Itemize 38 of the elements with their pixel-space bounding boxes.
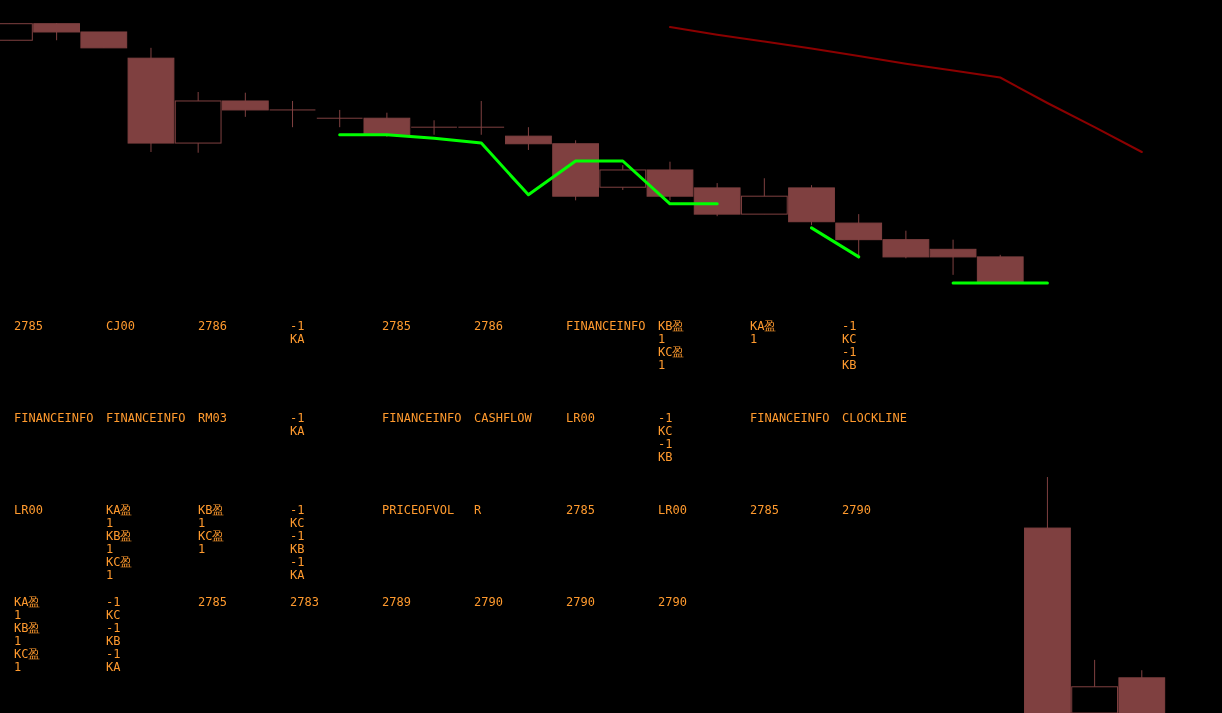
annotation: 2785 (566, 503, 595, 517)
annotation: 2785 (198, 595, 227, 609)
annotation: 2785 (382, 319, 411, 333)
annotation: 2783 (290, 595, 319, 609)
annotation: 2790 (474, 595, 503, 609)
annotation: CLOCKLINE (842, 411, 908, 425)
annotation: LR00 (658, 503, 687, 517)
annotation: PRICEOFVOL (382, 503, 455, 517)
annotation: -1 KC -1 KB (842, 319, 857, 372)
annotation: FINANCEINFO (566, 319, 646, 333)
annotation: 2785 (14, 319, 43, 333)
annotation: KB盈 1 KC盈 1 (658, 319, 685, 372)
annotation: 2785 (750, 503, 779, 517)
annotation: FINANCEINFO (106, 411, 186, 425)
annotation: FINANCEINFO (382, 411, 462, 425)
annotation: RM03 (198, 411, 227, 425)
annotation: 2790 (842, 503, 871, 517)
annotation: -1 KA (290, 411, 306, 438)
annotation: KA盈 1 (750, 319, 777, 346)
annotation: 2790 (566, 595, 595, 609)
annotation: -1 KC -1 KB (658, 411, 673, 464)
annotation: FINANCEINFO (750, 411, 830, 425)
annotation: CJ00 (106, 319, 135, 333)
annotation: LR00 (14, 503, 43, 517)
annotation: 2790 (658, 595, 687, 609)
annotation: 2789 (382, 595, 411, 609)
annotation: KA盈 1 KB盈 1 KC盈 1 (106, 503, 133, 582)
annotation: -1 KC -1 KB -1 KA (290, 503, 306, 582)
annotation: 2786 (474, 319, 503, 333)
annotation: -1 KC -1 KB -1 KA (106, 595, 122, 674)
annotation: 2786 (198, 319, 227, 333)
annotation: KA盈 1 KB盈 1 KC盈 1 (14, 595, 41, 674)
annotation: CASHFLOW (474, 411, 533, 425)
annotation: FINANCEINFO (14, 411, 94, 425)
annotation: KB盈 1 KC盈 1 (198, 503, 225, 556)
annotation: LR00 (566, 411, 595, 425)
annotation: R (474, 503, 482, 517)
annotation: -1 KA (290, 319, 306, 346)
